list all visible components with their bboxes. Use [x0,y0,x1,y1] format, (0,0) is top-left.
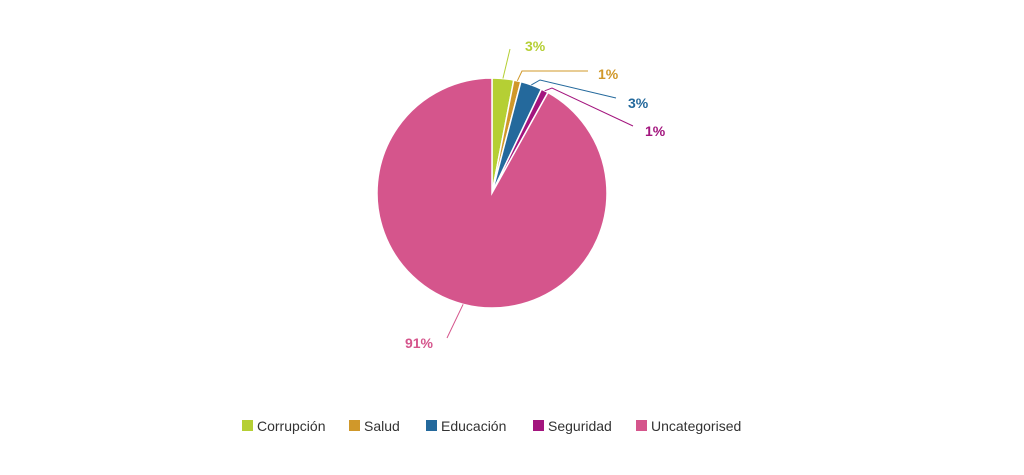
legend-swatch [242,420,253,431]
legend-swatch [349,420,360,431]
pie-slice-uncategorised[interactable] [376,77,608,309]
connector-seguridad [544,87,634,127]
legend-item-salud[interactable]: Salud [349,418,400,434]
connector-corrupción [502,48,511,79]
connector-salud [516,70,588,82]
legend-swatch [533,420,544,431]
legend-label: Uncategorised [651,418,741,434]
pie-slices [376,77,608,309]
data-label-seguridad: 1% [645,123,666,139]
legend-label: Educación [441,418,506,434]
connector-uncategorised [446,304,464,339]
legend-item-educación[interactable]: Educación [426,418,506,434]
legend-item-corrupción[interactable]: Corrupción [242,418,325,434]
data-label-corrupción: 3% [525,38,546,54]
legend-swatch [636,420,647,431]
connector-educación [531,79,617,99]
data-label-salud: 1% [598,66,619,82]
legend-label: Salud [364,418,400,434]
label-connectors [446,48,634,339]
legend-item-seguridad[interactable]: Seguridad [533,418,612,434]
legend: Corrupción Salud Educación Seguridad Uncateg… [242,418,741,434]
data-labels: 3% 1% 3% 1% 91% [405,38,666,351]
legend-item-uncategorised[interactable]: Uncategorised [636,418,741,434]
legend-label: Seguridad [548,418,612,434]
legend-swatch [426,420,437,431]
data-label-educación: 3% [628,95,649,111]
data-label-uncategorised: 91% [405,335,434,351]
legend-label: Corrupción [257,418,325,434]
